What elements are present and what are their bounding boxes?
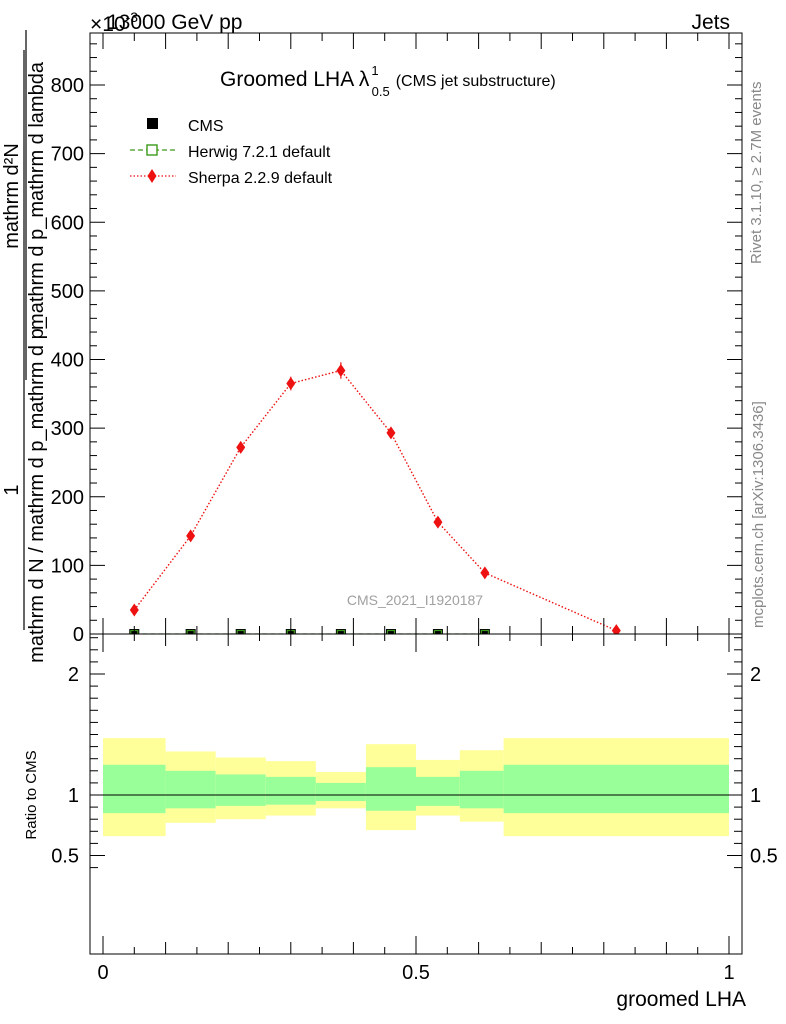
rivet-info: Rivet 3.1.10, ≥ 2.7M events [748,82,765,265]
ratio-uncertainty-bands [103,738,729,837]
herwig-point [336,629,345,634]
ratio-inner-band-3 [265,776,316,805]
cms-point [385,629,396,634]
herwig-point [236,629,245,634]
herwig-point [480,629,489,634]
ylabel-numerator-2: mathrm d²N [1,143,23,249]
ratio-inner-band-7 [459,770,504,809]
main-y-tick-label: 200 [51,487,84,509]
legend-sherpa-label: Sherpa 2.2.9 default [188,170,333,187]
sherpa-point [611,624,621,634]
cms-point [432,629,443,634]
main-y-tick-label: 0 [73,624,84,646]
analysis-watermark: CMS_2021_I1920187 [347,592,483,608]
sherpa-point [336,363,346,377]
legend-cms-marker [147,118,158,129]
sherpa-point [236,440,246,454]
legend-herwig-marker [146,144,158,156]
legend: CMS Herwig 7.2.1 default Sherpa 2.2.9 de… [130,118,333,187]
sherpa-line [133,369,617,632]
legend-cms-label: CMS [188,118,224,135]
ratio-x-tick-label: 1 [723,962,734,984]
ratio-inner-band-5 [365,767,416,811]
cms-point [185,629,196,634]
ratio-inner-band-6 [416,776,460,806]
herwig-point [386,629,396,634]
cms-point [235,629,246,634]
ylabel-denominator-2: mathrm d p_mathrm d lambda [26,61,48,330]
sherpa-point [480,566,490,580]
main-axis-ticks: 0 100 200 300 400 500 600 700 800 [51,33,742,646]
sherpa-point [129,603,139,617]
ratio-y-tick-label: 0.5 [51,846,79,868]
main-y-tick-label: 300 [51,418,84,440]
main-y-tick-label: 100 [51,555,84,577]
ratio-axis-ticks: 0.5 0.5 1 1 2 2 0 0.5 1 [51,634,778,984]
legend-sherpa-marker [147,169,157,183]
beam-label: 13000 GeV pp [107,11,242,34]
ylabel-denominator-1: mathrm d N / mathrm d p_mathrm d p_ [26,316,48,663]
ratio-x-tick-label: 0 [97,962,108,984]
exponent-label: ×10-3 [90,9,138,36]
sherpa-point [286,377,296,391]
ratio-y-tick-label-right: 2 [750,664,761,686]
main-y-tick-label: 800 [51,75,84,97]
x-axis-label: groomed LHA [616,988,746,1011]
herwig-point [433,629,443,634]
sherpa-point [386,426,396,440]
ratio-y-tick-label-right: 1 [750,785,761,807]
ratio-inner-band-8 [503,764,729,814]
main-y-tick-label: 700 [51,144,84,166]
ratio-y-tick-label: 1 [68,785,79,807]
ratio-inner-band-0 [103,764,166,814]
sherpa-point [186,529,196,543]
ylabel-numerator-1: 1 [1,484,23,495]
ratio-inner-band-2 [215,774,266,806]
process-label: Jets [691,11,730,34]
ratio-y-tick-label-right: 0.5 [750,846,778,868]
legend-herwig-label: Herwig 7.2.1 default [188,144,331,161]
ratio-inner-band-4 [315,782,366,802]
plot-title: Groomed LHA λ 1 0.5(CMS jet substructure) [220,63,556,99]
main-y-axis-label: 1 mathrm d N / mathrm d p_mathrm d p_ ma… [1,30,48,663]
main-series-layer [129,362,621,634]
ratio-inner-band-1 [165,770,216,809]
sherpa-point [433,515,443,529]
herwig-point [186,629,195,634]
ratio-x-tick-label: 0.5 [402,962,430,984]
cms-point [479,629,490,634]
ratio-y-tick-label: 2 [68,664,79,686]
main-y-tick-label: 400 [51,350,84,372]
mcplots-info: mcplots.cern.ch [arXiv:1306.3436] [750,401,767,628]
main-y-tick-label: 600 [51,212,84,234]
ratio-y-axis-label: Ratio to CMS [23,750,40,839]
main-y-tick-label: 500 [51,281,84,303]
cms-point [335,629,346,634]
